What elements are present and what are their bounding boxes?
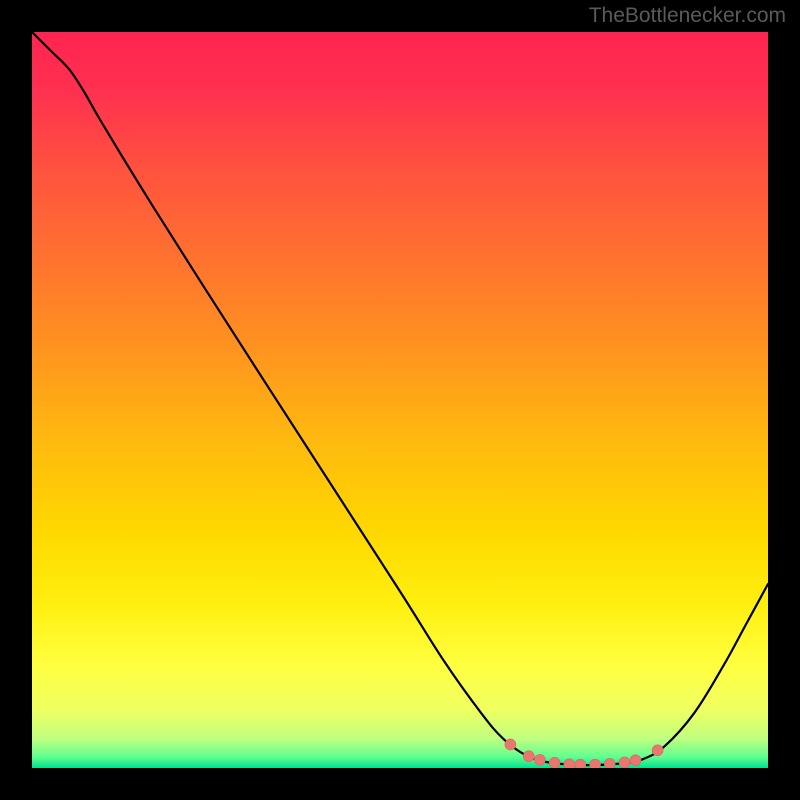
marker-point — [619, 757, 630, 768]
bottleneck-chart — [32, 32, 768, 768]
marker-point — [564, 759, 575, 768]
attribution-text: TheBottlenecker.com — [589, 4, 786, 28]
marker-point — [652, 745, 663, 756]
gradient-background — [32, 32, 768, 768]
marker-point — [534, 754, 545, 765]
chart-svg — [32, 32, 768, 768]
marker-point — [523, 751, 534, 762]
marker-point — [575, 759, 586, 768]
marker-point — [549, 757, 560, 768]
marker-point — [630, 755, 641, 766]
marker-point — [590, 759, 601, 768]
marker-point — [604, 758, 615, 768]
marker-point — [505, 739, 516, 750]
